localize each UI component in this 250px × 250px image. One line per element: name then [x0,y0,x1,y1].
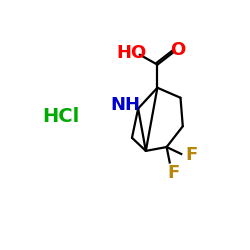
Text: NH: NH [111,96,141,114]
Text: F: F [168,164,180,182]
Text: HO: HO [117,44,147,62]
Text: O: O [170,41,186,59]
Text: HCl: HCl [42,107,80,126]
Text: F: F [185,146,198,164]
